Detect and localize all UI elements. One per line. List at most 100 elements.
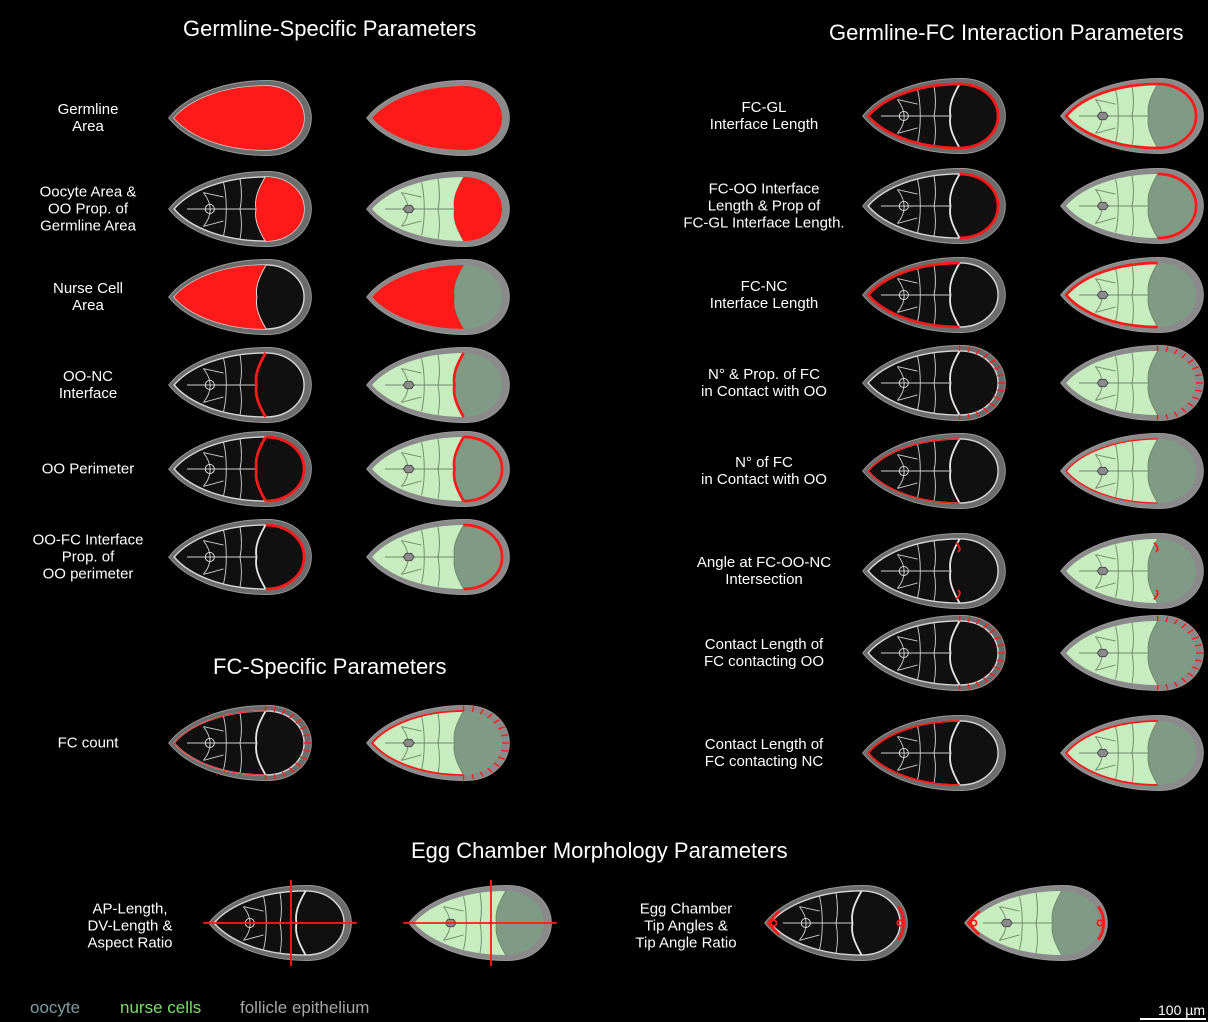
section-title-egg-chamber-morphology: Egg Chamber Morphology Parameters — [411, 838, 788, 863]
fc-tick — [300, 756, 308, 760]
cell-boundary — [437, 384, 440, 416]
fc-tick — [289, 713, 295, 719]
cell-boundary — [897, 306, 918, 313]
legend-follicle-epithelium: follicle epithelium — [240, 998, 370, 1017]
micrograph-panel — [168, 705, 312, 781]
highlight-oo-perimeter — [463, 435, 504, 503]
cell-boundary — [203, 540, 224, 546]
cell-boundary — [1131, 175, 1134, 207]
cell-boundary — [1095, 582, 1116, 589]
cell-boundary — [1131, 115, 1134, 147]
cell-boundary — [897, 99, 905, 134]
fc-tick — [295, 762, 302, 767]
cell-boundary — [897, 636, 905, 671]
cell-boundary — [479, 922, 482, 954]
cell-boundary — [897, 394, 918, 401]
cell-boundary — [401, 480, 422, 487]
cell-boundary — [1095, 482, 1116, 489]
cell-boundary — [203, 368, 211, 403]
cell-boundary — [933, 470, 936, 502]
schematic-panel — [1060, 715, 1204, 791]
cell-boundary — [1095, 764, 1116, 771]
micrograph-panel — [862, 257, 1006, 333]
row-label-oo-perim: OO Perimeter — [41, 460, 135, 478]
micrograph-panel — [862, 433, 1006, 509]
section-title-fc-specific: FC-Specific Parameters — [213, 654, 447, 679]
schematic-panel — [366, 80, 510, 156]
fc-tick — [1194, 373, 1203, 377]
legend-oocyte: oocyte — [30, 998, 81, 1017]
micrograph-panel — [168, 80, 312, 156]
nucleus — [402, 464, 415, 474]
fc-tick — [994, 396, 1002, 400]
cell-boundary — [799, 906, 807, 941]
cell-boundary — [1095, 736, 1116, 742]
cell-boundary — [401, 192, 422, 198]
row-label-oocyte-area: Oocyte Area & OO Prop. of Germline Area — [39, 183, 137, 235]
highlight-angle-top — [955, 541, 961, 553]
cell-boundary — [437, 712, 440, 744]
micrograph-panel — [168, 431, 312, 507]
fc-tick — [1165, 616, 1169, 622]
fc-tick — [1173, 348, 1179, 355]
cell-boundary — [239, 438, 242, 470]
oo-nc-boundary — [851, 890, 863, 956]
cell-boundary — [279, 922, 282, 954]
cell-boundary — [1095, 189, 1116, 195]
cell-boundary — [401, 220, 422, 227]
nucleus — [898, 647, 909, 659]
micrograph-panel — [764, 885, 908, 961]
cell-boundary — [1131, 205, 1134, 237]
highlight-fc-nc-contact — [1064, 720, 1158, 786]
cell-boundary — [203, 396, 224, 403]
row-label-fc-gl: FC-GL Interface Length — [709, 99, 819, 133]
fc-tick — [1181, 353, 1187, 359]
oo-nc-boundary — [453, 710, 465, 776]
nucleus — [402, 204, 415, 214]
cell-boundary — [239, 354, 242, 386]
fc-tick — [300, 726, 308, 730]
cell-boundary — [401, 754, 422, 761]
cell-boundary — [203, 480, 224, 487]
micrograph-panel — [862, 533, 1006, 609]
cell-boundary — [897, 454, 918, 460]
nucleus — [1000, 918, 1013, 928]
fc-tick — [967, 346, 971, 352]
highlight-fc-contact — [867, 438, 960, 504]
nucleus — [204, 463, 215, 475]
schematic-panel — [366, 259, 510, 335]
row-label-oo-fc: OO-FC Interface Prop. of OO perimeter — [32, 531, 144, 583]
cell-boundary — [897, 189, 905, 224]
fc-tick — [1165, 684, 1169, 690]
cell-boundary — [933, 440, 936, 472]
micrograph-panel — [862, 78, 1006, 154]
cell-boundary — [999, 934, 1020, 941]
cell-boundary — [933, 205, 936, 237]
fc-tick — [479, 771, 485, 778]
fc-tick — [967, 414, 971, 420]
nucleus — [898, 565, 909, 577]
oo-nc-boundary — [949, 720, 961, 786]
cell-boundary — [1131, 652, 1134, 684]
cell-boundary — [203, 726, 211, 761]
section-title-germline-specific: Germline-Specific Parameters — [183, 16, 477, 41]
nucleus — [898, 465, 909, 477]
cell-boundary — [897, 636, 918, 642]
cell-boundary — [1095, 99, 1116, 105]
highlight-oo-perimeter — [254, 436, 267, 502]
schematic-panel — [366, 705, 510, 781]
nucleus — [898, 377, 909, 389]
nucleus — [402, 552, 415, 562]
fc-tick — [1194, 389, 1203, 393]
fc-tick — [996, 643, 1005, 647]
cell-boundary — [799, 934, 820, 941]
highlight-fc-gl-interface — [1064, 82, 1198, 150]
cell-boundary — [437, 526, 440, 558]
cell-boundary — [401, 568, 422, 575]
nucleus — [204, 379, 215, 391]
cell-boundary — [897, 554, 918, 560]
cell-boundary — [1095, 306, 1116, 313]
cell-boundary — [443, 934, 464, 941]
nucleus — [1096, 201, 1109, 211]
nucleus — [204, 203, 215, 215]
